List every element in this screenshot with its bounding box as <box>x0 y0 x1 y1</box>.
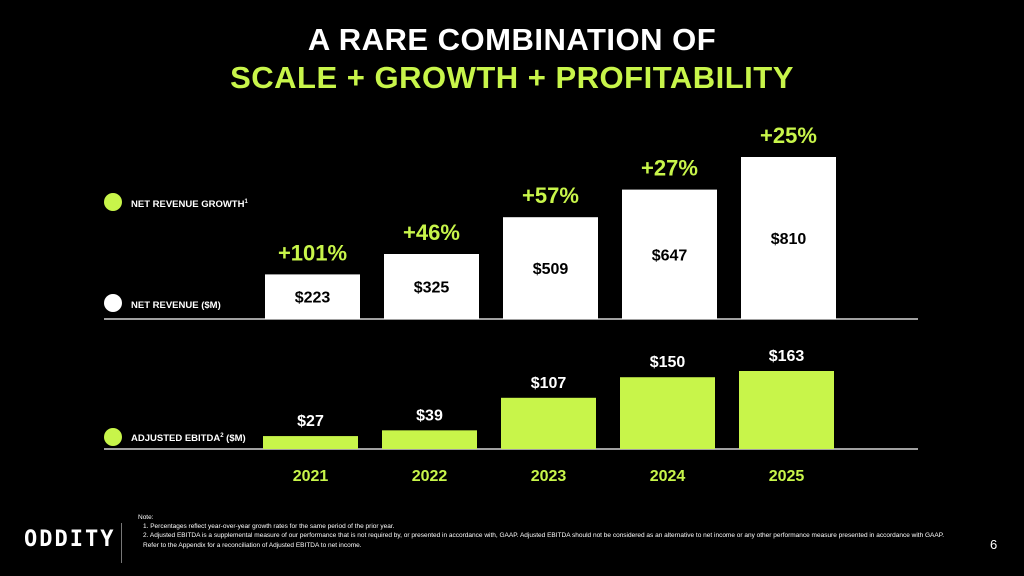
year-label-2021: 2021 <box>293 468 329 485</box>
growth-label-2024: +27% <box>641 156 698 181</box>
growth-label-2025: +25% <box>760 123 817 148</box>
ebitda-label-2021: $27 <box>297 413 324 430</box>
revenue-bar-2023 <box>503 217 598 319</box>
revenue-bar-2021 <box>265 274 360 319</box>
footnote-1: 1. Percentages reflect year-over-year gr… <box>143 523 395 531</box>
legend-label-ebitda: ADJUSTED EBITDA2 ($M) <box>131 433 246 445</box>
year-label-2025: 2025 <box>769 468 805 485</box>
growth-label-2023: +57% <box>522 183 579 208</box>
revenue-bar-2024 <box>622 189 717 319</box>
growth-label-2022: +46% <box>403 220 460 245</box>
year-label-2024: 2024 <box>650 468 686 485</box>
revenue-label-2021: $223 <box>295 290 331 307</box>
revenue-label-2025: $810 <box>771 231 807 248</box>
year-label-2023: 2023 <box>531 468 567 485</box>
footnotes: Note: 1. Percentages reflect year-over-y… <box>138 513 948 550</box>
revenue-label-2023: $509 <box>533 261 569 278</box>
ebitda-label-2024: $150 <box>650 354 686 371</box>
ebitda-bar-2022 <box>382 430 477 449</box>
revenue-label-2022: $325 <box>414 280 450 297</box>
ebitda-bar-2024 <box>620 377 715 449</box>
ebitda-bar-2023 <box>501 397 596 449</box>
ebitda-label-2025: $163 <box>769 348 805 365</box>
year-label-2022: 2022 <box>412 468 448 485</box>
ebitda-bar-2025 <box>739 371 834 449</box>
growth-label-2021: +101% <box>278 240 347 265</box>
legend-label-growth: NET REVENUE GROWTH1 <box>131 199 248 211</box>
legend-dot-revenue <box>104 294 122 312</box>
revenue-bar-2022 <box>384 254 479 319</box>
ebitda-bar-2021 <box>263 436 358 449</box>
legend-label-revenue: NET REVENUE ($M) <box>131 300 221 311</box>
page-title-line-2: SCALE + GROWTH + PROFITABILITY <box>230 60 794 95</box>
logo-divider <box>121 523 122 563</box>
legend-dot-ebitda <box>104 428 122 446</box>
page-number: 6 <box>990 537 998 552</box>
page-title-line-1: A RARE COMBINATION OF <box>307 22 717 57</box>
revenue-bar-2025 <box>741 157 836 319</box>
footnotes-heading: Note: <box>138 514 154 521</box>
revenue-label-2024: $647 <box>652 247 688 264</box>
company-logo: ODDITY <box>24 527 116 552</box>
ebitda-label-2022: $39 <box>416 407 443 424</box>
legend-dot-growth <box>104 193 122 211</box>
footnote-2: 2. Adjusted EBITDA is a supplemental mea… <box>143 532 945 549</box>
ebitda-label-2023: $107 <box>531 375 567 392</box>
